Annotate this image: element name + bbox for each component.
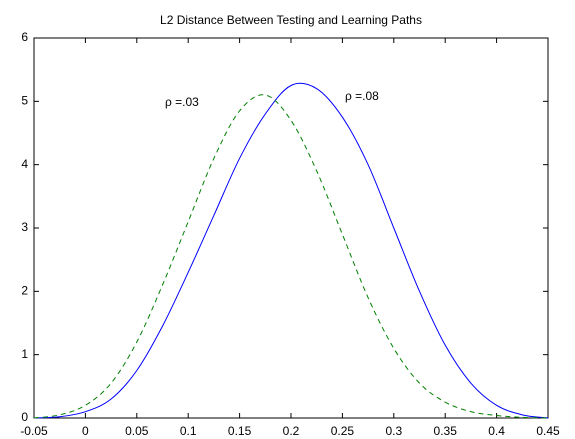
series-line	[33, 82, 549, 419]
series-line	[33, 94, 549, 419]
x-tick-label: 0.3	[385, 424, 402, 438]
y-tick-label: 3	[21, 220, 28, 234]
y-tick-label: 6	[21, 30, 28, 44]
x-tick-label: 0.45	[536, 424, 560, 438]
x-tick-label: 0.05	[125, 424, 149, 438]
y-tick-label: 4	[21, 157, 28, 171]
y-tick-label: 5	[21, 94, 28, 108]
y-tick-label: 1	[21, 347, 28, 361]
x-tick-label: 0.15	[228, 424, 252, 438]
x-tick-label: 0.35	[434, 424, 458, 438]
y-tick-label: 2	[21, 284, 28, 298]
x-tick-label: -0.05	[20, 424, 48, 438]
chart-title: L2 Distance Between Testing and Learning…	[160, 13, 422, 27]
x-tick-label: 0.1	[180, 424, 197, 438]
plot-frame	[33, 37, 549, 419]
x-tick-label: 0.4	[488, 424, 505, 438]
annotation: ρ =.08	[345, 89, 379, 103]
x-tick-label: 0.2	[283, 424, 300, 438]
x-tick-label: 0.25	[331, 424, 355, 438]
annotation: ρ =.03	[165, 95, 199, 109]
y-tick-label: 0	[21, 410, 28, 424]
x-tick-label: 0	[82, 424, 89, 438]
